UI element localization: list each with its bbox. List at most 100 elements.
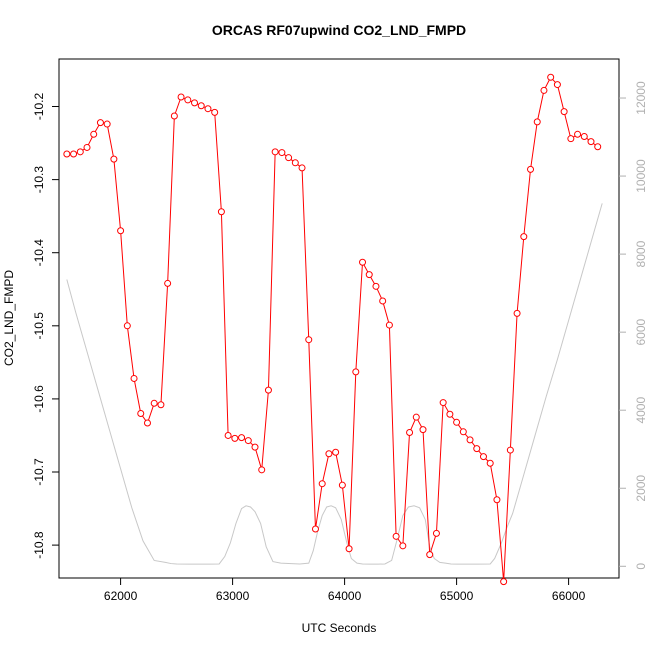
co2-data-point <box>446 410 454 418</box>
co2-data-point <box>432 529 440 537</box>
co2-data-point <box>305 336 313 344</box>
co2-data-point <box>90 130 98 138</box>
co2-data-point <box>291 159 299 167</box>
co2-data-point <box>540 86 548 94</box>
co2-data-point <box>96 119 104 127</box>
co2-data-point <box>520 233 528 241</box>
co2-data-point <box>298 164 306 172</box>
co2-data-point <box>177 93 185 101</box>
co2-data-point <box>103 120 111 128</box>
plot-frame <box>58 58 620 579</box>
right-y-axis: 0 2000 4000 6000 8000 10000 12000 <box>619 81 648 570</box>
co2-data-point <box>453 418 461 426</box>
right-axis-series-line <box>66 203 603 565</box>
co2-data-point <box>271 148 279 156</box>
co2-data-point <box>513 309 521 317</box>
co2-data-point <box>251 443 259 451</box>
co2-data-point <box>412 413 420 421</box>
co2-data-point <box>527 165 535 173</box>
co2-data-point <box>459 428 467 436</box>
co2-data-point <box>157 401 165 409</box>
co2-data-point <box>191 99 199 107</box>
co2-data-point <box>244 437 252 445</box>
co2-data-point <box>150 399 158 407</box>
co2-data-point <box>264 386 272 394</box>
y-tick-label: -10.6 <box>32 385 46 413</box>
co2-data-point <box>352 368 360 376</box>
co2-data-point <box>372 282 380 290</box>
x-tick-label: 64000 <box>328 589 362 603</box>
x-tick-label: 65000 <box>440 589 474 603</box>
co2-data-point <box>466 436 474 444</box>
co2-data-point <box>123 322 131 330</box>
co2-data-point <box>493 496 501 504</box>
co2-data-point <box>587 138 595 146</box>
co2-data-point <box>345 545 353 553</box>
right-y-tick-label: 0 <box>634 563 648 570</box>
co2-data-point <box>338 481 346 489</box>
co2-data-point <box>547 73 555 81</box>
co2-data-point <box>143 419 151 427</box>
co2-data-point <box>164 279 172 287</box>
co2-data-point <box>170 112 178 120</box>
co2-data-point <box>379 297 387 305</box>
x-axis-label: UTC Seconds <box>302 621 377 635</box>
co2-data-point <box>204 105 212 113</box>
co2-data-point <box>473 445 481 453</box>
co2-data-point <box>70 150 78 158</box>
co2-data-point <box>130 374 138 382</box>
y-tick-label: -10.7 <box>32 458 46 486</box>
co2-data-point <box>560 108 568 116</box>
right-y-tick-label: 12000 <box>634 81 648 115</box>
y-axis-label: CO2_LND_FMPD <box>2 270 16 366</box>
co2-data-point <box>217 208 225 216</box>
right-y-tick-label: 8000 <box>634 240 648 267</box>
co2-data-point <box>419 426 427 434</box>
chart-title: ORCAS RF07upwind CO2_LND_FMPD <box>212 22 466 38</box>
co2-data-point <box>311 525 319 533</box>
co2-data-point <box>224 431 232 439</box>
co2-data-point <box>580 132 588 140</box>
co2-data-point <box>325 450 333 458</box>
co2-data-point <box>574 130 582 138</box>
co2-data-point <box>500 578 508 586</box>
co2-data-point <box>238 434 246 442</box>
co2-data-point <box>318 480 326 488</box>
y-tick-label: -10.8 <box>32 531 46 559</box>
co2-data-point <box>594 143 602 151</box>
x-tick-label: 63000 <box>216 589 250 603</box>
co2-data-point <box>76 148 84 156</box>
co2-data-point <box>553 81 561 89</box>
x-tick-label: 62000 <box>104 589 138 603</box>
co2-data-point <box>439 399 447 407</box>
co2-data-point <box>332 448 340 456</box>
co2-data-point <box>479 453 487 461</box>
co2-data-point <box>365 271 373 279</box>
co2-data-point <box>399 542 407 550</box>
co2-data-point <box>197 102 205 110</box>
co2-data-point <box>231 434 239 442</box>
co2-data-point <box>359 258 367 266</box>
co2-data-point <box>533 118 541 126</box>
co2-data-point <box>426 551 434 559</box>
co2-data-point <box>486 459 494 467</box>
y-tick-label: -10.3 <box>32 166 46 194</box>
co2-data-point <box>392 532 400 540</box>
co2-data-point <box>63 150 71 158</box>
co2-data-point <box>211 108 219 116</box>
y-axis: -10.2 -10.3 -10.4 -10.5 -10.6 -10.7 -10.8 <box>32 93 59 559</box>
series-layer <box>63 73 603 586</box>
y-tick-label: -10.5 <box>32 312 46 340</box>
y-tick-label: -10.4 <box>32 239 46 267</box>
co2-data-point <box>406 429 414 437</box>
co2-data-point <box>110 155 118 163</box>
co2-data-point <box>184 96 192 104</box>
right-y-tick-label: 4000 <box>634 397 648 424</box>
right-y-tick-label: 10000 <box>634 159 648 193</box>
x-tick-label: 66000 <box>552 589 586 603</box>
co2-data-point <box>278 149 286 157</box>
co2-data-point <box>137 410 145 418</box>
co2-data-point <box>83 143 91 151</box>
